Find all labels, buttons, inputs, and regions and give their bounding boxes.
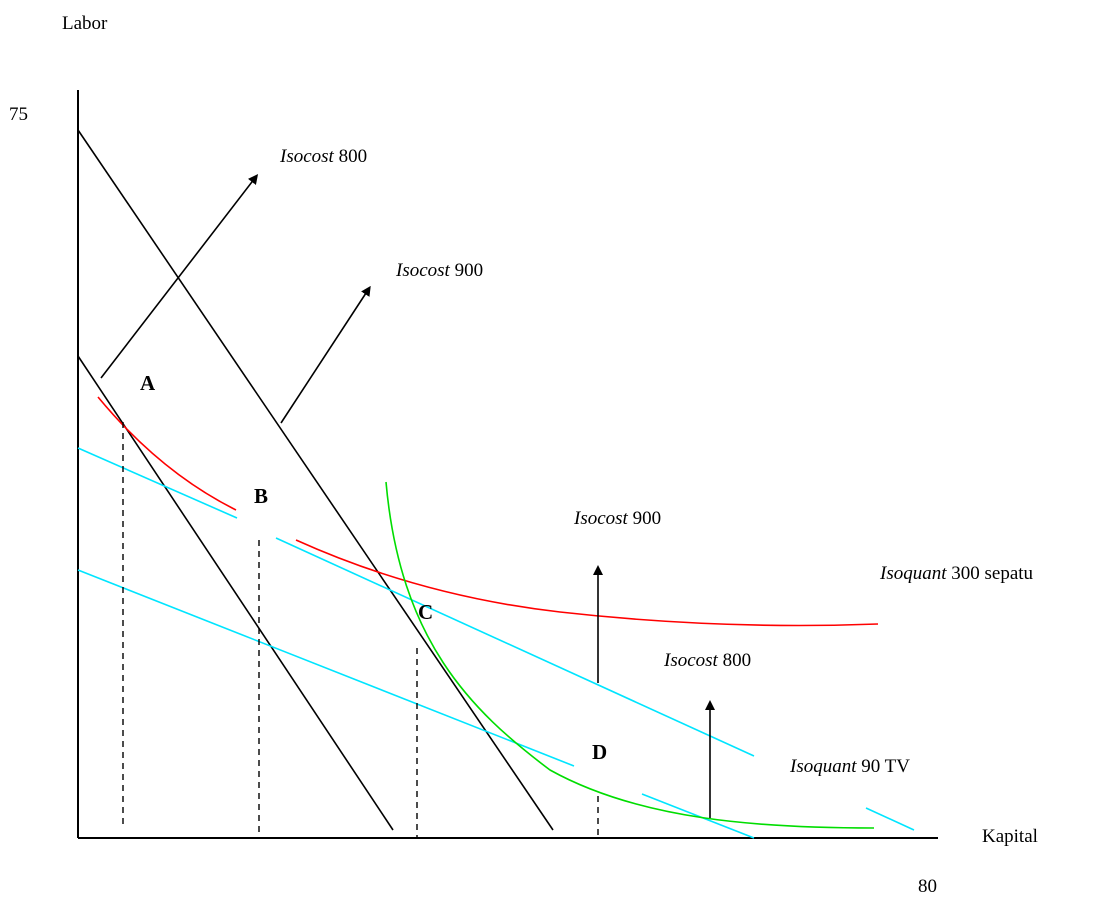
- point-d-label: D: [592, 740, 607, 764]
- y-axis-max-label: 75: [9, 104, 28, 125]
- isoquant-300-sepatu-curve-right: [295, 539, 879, 627]
- isocost-tv-bottom-segment: [641, 793, 755, 839]
- label-isocost-900-top: Isocost 900: [395, 260, 483, 281]
- isocost-700-tv-line: [77, 569, 575, 767]
- isoquant-300-sepatu-curve-left: [97, 396, 237, 511]
- label-isocost-800-right: Isocost 800: [663, 650, 751, 671]
- point-b-label: B: [254, 484, 268, 508]
- isocost-900-shoes-line: [77, 129, 554, 831]
- x-axis-label: Kapital: [982, 826, 1038, 847]
- isoquant-90-tv-curve: [385, 481, 875, 829]
- isocost-800-shoes-line: [77, 355, 394, 831]
- arrow-isocost-900-top: [280, 285, 371, 424]
- isocost-tv-tail-segment: [865, 807, 915, 831]
- label-isoquant-300-sepatu: Isoquant 300 sepatu: [879, 563, 1034, 584]
- isocost-800-tv-line-upper: [77, 447, 238, 519]
- x-axis-max-label: 80: [918, 876, 937, 897]
- label-isocost-900-right: Isocost 900: [573, 508, 661, 529]
- label-isoquant-90-tv: Isoquant 90 TV: [789, 756, 910, 777]
- point-c-label: C: [418, 600, 433, 624]
- label-isocost-800-top: Isocost 800: [279, 146, 367, 167]
- y-axis-label: Labor: [62, 13, 108, 34]
- arrow-isocost-800-top: [100, 174, 259, 379]
- point-a-label: A: [140, 371, 156, 395]
- isocost-800-tv-line-lower: [275, 537, 755, 757]
